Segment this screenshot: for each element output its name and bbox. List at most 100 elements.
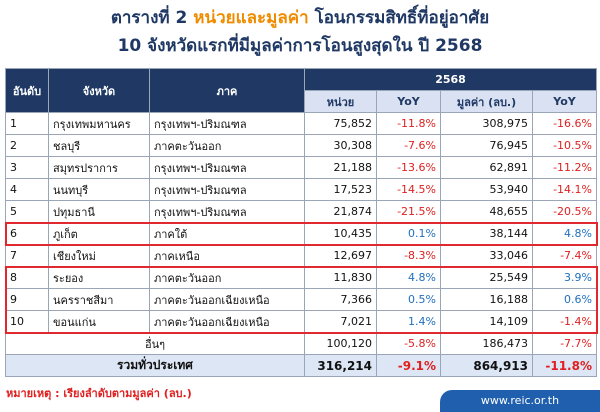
title-suffix: โอนกรรมสิทธิ์ที่อยู่อาศัย bbox=[314, 8, 490, 28]
units-cell: 7,366 bbox=[304, 288, 377, 311]
units-yoy-cell: -13.6% bbox=[376, 156, 441, 179]
value-cell: 14,109 bbox=[440, 310, 533, 333]
table-row: 9 นครราชสีมา ภาคตะวันออกเฉียงเหนือ 7,366 0.5… bbox=[5, 288, 597, 311]
units-cell: 21,874 bbox=[304, 200, 377, 223]
header-rank: อันดับ bbox=[5, 68, 49, 113]
province-cell: ขอนแก่น bbox=[48, 310, 150, 333]
region-cell: กรุงเทพฯ-ปริมณฑล bbox=[149, 112, 305, 135]
title-prefix: ตารางที่ 2 bbox=[110, 8, 188, 28]
value-yoy-cell: 4.8% bbox=[532, 222, 597, 245]
table-row: 6 ภูเก็ต ภาคใต้ 10,435 0.1% 38,144 4.8% bbox=[5, 222, 597, 245]
table-row: 10 ขอนแก่น ภาคตะวันออกเฉียงเหนือ 7,021 1.4% 1… bbox=[5, 310, 597, 333]
value-cell: 33,046 bbox=[440, 244, 533, 267]
region-cell: ภาคเหนือ bbox=[149, 244, 305, 267]
header-province: จังหวัด bbox=[48, 68, 150, 113]
total-units-yoy: -9.1% bbox=[376, 354, 441, 377]
province-cell: นนทบุรี bbox=[48, 178, 150, 201]
units-cell: 11,830 bbox=[304, 266, 377, 289]
province-cell: ปทุมธานี bbox=[48, 200, 150, 223]
region-cell: ภาคตะวันออกเฉียงเหนือ bbox=[149, 310, 305, 333]
rank-cell: 4 bbox=[5, 178, 49, 201]
units-yoy-cell: -7.6% bbox=[376, 134, 441, 157]
table-body: 1 กรุงเทพมหานคร กรุงเทพฯ-ปริมณฑล 75,852 -11.… bbox=[5, 112, 597, 377]
value-cell: 48,655 bbox=[440, 200, 533, 223]
region-cell: กรุงเทพฯ-ปริมณฑล bbox=[149, 156, 305, 179]
header-units: หน่วย bbox=[304, 90, 377, 113]
value-yoy-cell: -1.4% bbox=[532, 310, 597, 333]
rank-cell: 1 bbox=[5, 112, 49, 135]
province-cell: สมุทรปราการ bbox=[48, 156, 150, 179]
rank-cell: 9 bbox=[5, 288, 49, 311]
title: ตารางที่ 2 หน่วยและมูลค่า โอนกรรมสิทธิ์ท… bbox=[0, 4, 600, 60]
header-yoy: YoY bbox=[376, 90, 441, 113]
table-row: 3 สมุทรปราการ กรุงเทพฯ-ปริมณฑล 21,188 -13.6%… bbox=[5, 156, 597, 179]
units-yoy-cell: -11.8% bbox=[376, 112, 441, 135]
value-yoy-cell: -7.4% bbox=[532, 244, 597, 267]
units-yoy-cell: 1.4% bbox=[376, 310, 441, 333]
value-yoy-cell: -16.6% bbox=[532, 112, 597, 135]
others-units-yoy: -5.8% bbox=[376, 332, 441, 355]
value-cell: 308,975 bbox=[440, 112, 533, 135]
units-yoy-cell: -21.5% bbox=[376, 200, 441, 223]
others-value-yoy: -7.7% bbox=[532, 332, 597, 355]
header-region: ภาค bbox=[149, 68, 305, 113]
rank-cell: 6 bbox=[5, 222, 49, 245]
province-cell: ชลบุรี bbox=[48, 134, 150, 157]
value-yoy-cell: -14.1% bbox=[532, 178, 597, 201]
units-yoy-cell: 0.1% bbox=[376, 222, 441, 245]
header-yoy: YoY bbox=[532, 90, 597, 113]
table-row: 8 ระยอง ภาคตะวันออก 11,830 4.8% 25,549 3.9% bbox=[5, 266, 597, 289]
data-table: อันดับ จังหวัด ภาค 2568 หน่วย YoY มูลค่า… bbox=[5, 68, 597, 377]
table-row: 7 เชียงใหม่ ภาคเหนือ 12,697 -8.3% 33,046 -7.4% bbox=[5, 244, 597, 267]
units-cell: 12,697 bbox=[304, 244, 377, 267]
units-cell: 21,188 bbox=[304, 156, 377, 179]
units-yoy-cell: 0.5% bbox=[376, 288, 441, 311]
table-row: 1 กรุงเทพมหานคร กรุงเทพฯ-ปริมณฑล 75,852 -11.… bbox=[5, 112, 597, 135]
total-label: รวมทั่วประเทศ bbox=[5, 354, 305, 377]
units-yoy-cell: -8.3% bbox=[376, 244, 441, 267]
others-value: 186,473 bbox=[440, 332, 533, 355]
total-value: 864,913 bbox=[440, 354, 533, 377]
value-yoy-cell: 3.9% bbox=[532, 266, 597, 289]
table-row: 5 ปทุมธานี กรุงเทพฯ-ปริมณฑล 21,874 -21.5% 48,… bbox=[5, 200, 597, 223]
others-units: 100,120 bbox=[304, 332, 377, 355]
region-cell: ภาคตะวันออกเฉียงเหนือ bbox=[149, 288, 305, 311]
total-units: 316,214 bbox=[304, 354, 377, 377]
others-row: อื่นๆ 100,120 -5.8% 186,473 -7.7% bbox=[5, 332, 597, 355]
rank-cell: 7 bbox=[5, 244, 49, 267]
province-cell: นครราชสีมา bbox=[48, 288, 150, 311]
units-cell: 75,852 bbox=[304, 112, 377, 135]
region-cell: ภาคใต้ bbox=[149, 222, 305, 245]
value-cell: 25,549 bbox=[440, 266, 533, 289]
footer-url: www.reic.or.th bbox=[440, 390, 600, 412]
value-yoy-cell: -20.5% bbox=[532, 200, 597, 223]
value-cell: 62,891 bbox=[440, 156, 533, 179]
note: หมายเหตุ : เรียงลำดับตามมูลค่า (ลบ.) bbox=[6, 387, 192, 400]
value-yoy-cell: -10.5% bbox=[532, 134, 597, 157]
title-highlight: หน่วยและมูลค่า bbox=[193, 8, 309, 28]
province-cell: ภูเก็ต bbox=[48, 222, 150, 245]
total-value-yoy: -11.8% bbox=[532, 354, 597, 377]
table-row: 4 นนทบุรี กรุงเทพฯ-ปริมณฑล 17,523 -14.5% 53,9… bbox=[5, 178, 597, 201]
units-yoy-cell: 4.8% bbox=[376, 266, 441, 289]
rank-cell: 2 bbox=[5, 134, 49, 157]
region-cell: ภาคตะวันออก bbox=[149, 266, 305, 289]
units-cell: 7,021 bbox=[304, 310, 377, 333]
value-cell: 53,940 bbox=[440, 178, 533, 201]
province-cell: ระยอง bbox=[48, 266, 150, 289]
province-cell: กรุงเทพมหานคร bbox=[48, 112, 150, 135]
region-cell: ภาคตะวันออก bbox=[149, 134, 305, 157]
region-cell: กรุงเทพฯ-ปริมณฑล bbox=[149, 178, 305, 201]
value-yoy-cell: -11.2% bbox=[532, 156, 597, 179]
value-yoy-cell: 0.6% bbox=[532, 288, 597, 311]
region-cell: กรุงเทพฯ-ปริมณฑล bbox=[149, 200, 305, 223]
rank-cell: 8 bbox=[5, 266, 49, 289]
value-cell: 76,945 bbox=[440, 134, 533, 157]
table-row: 2 ชลบุรี ภาคตะวันออก 30,308 -7.6% 76,945 -10.5… bbox=[5, 134, 597, 157]
title-line2: 10 จังหวัดแรกที่มีมูลค่าการโอนสูงสุดใน ป… bbox=[117, 36, 483, 56]
units-cell: 30,308 bbox=[304, 134, 377, 157]
value-cell: 16,188 bbox=[440, 288, 533, 311]
rank-cell: 10 bbox=[5, 310, 49, 333]
rank-cell: 3 bbox=[5, 156, 49, 179]
